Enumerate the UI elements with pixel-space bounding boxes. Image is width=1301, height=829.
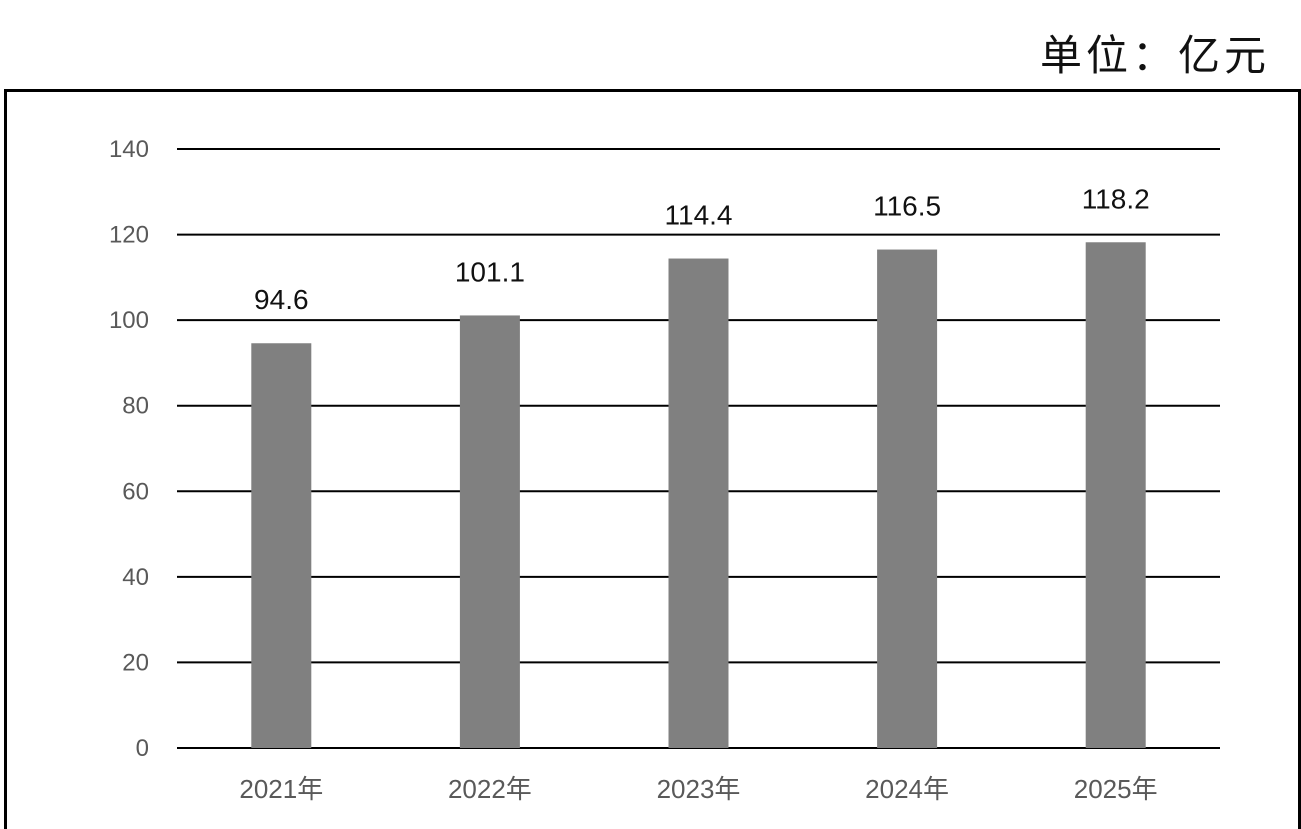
x-tick-label: 2021年 (239, 774, 323, 804)
data-label: 94.6 (254, 284, 309, 315)
unit-label: 单位：亿元 (1040, 31, 1271, 80)
data-labels: 94.6 101.1 114.4 116.5 118.2 (254, 183, 1150, 315)
y-tick-label: 100 (109, 307, 149, 334)
y-tick-label: 120 (109, 222, 149, 249)
data-label: 114.4 (665, 200, 733, 231)
bar-2024年 (877, 249, 938, 748)
y-tick-label: 0 (136, 735, 149, 762)
y-tick-label: 20 (122, 649, 149, 676)
data-label: 101.1 (455, 256, 525, 287)
data-label: 116.5 (873, 191, 941, 222)
chart-frame: 0 20 40 60 80 100 120 140 2021年 2022年 2023年 2024年 2… (4, 89, 1301, 829)
data-label: 118.2 (1082, 183, 1150, 214)
x-tick-label: 2023年 (657, 774, 741, 804)
y-axis-ticks: 0 20 40 60 80 100 120 140 (109, 136, 149, 762)
y-tick-label: 140 (109, 136, 149, 163)
bar-2025年 (1085, 242, 1146, 748)
y-tick-label: 80 (122, 393, 149, 420)
bars (251, 242, 1146, 748)
x-tick-label: 2025年 (1074, 774, 1158, 804)
x-axis-labels: 2021年 2022年 2023年 2024年 2025年 (239, 774, 1157, 804)
y-tick-label: 40 (122, 564, 149, 591)
x-tick-label: 2022年 (448, 774, 532, 804)
bar-2022年 (459, 315, 520, 748)
x-tick-label: 2024年 (865, 774, 949, 804)
bar-2023年 (668, 258, 729, 748)
y-tick-label: 60 (122, 478, 149, 505)
bar-2021年 (251, 343, 312, 748)
